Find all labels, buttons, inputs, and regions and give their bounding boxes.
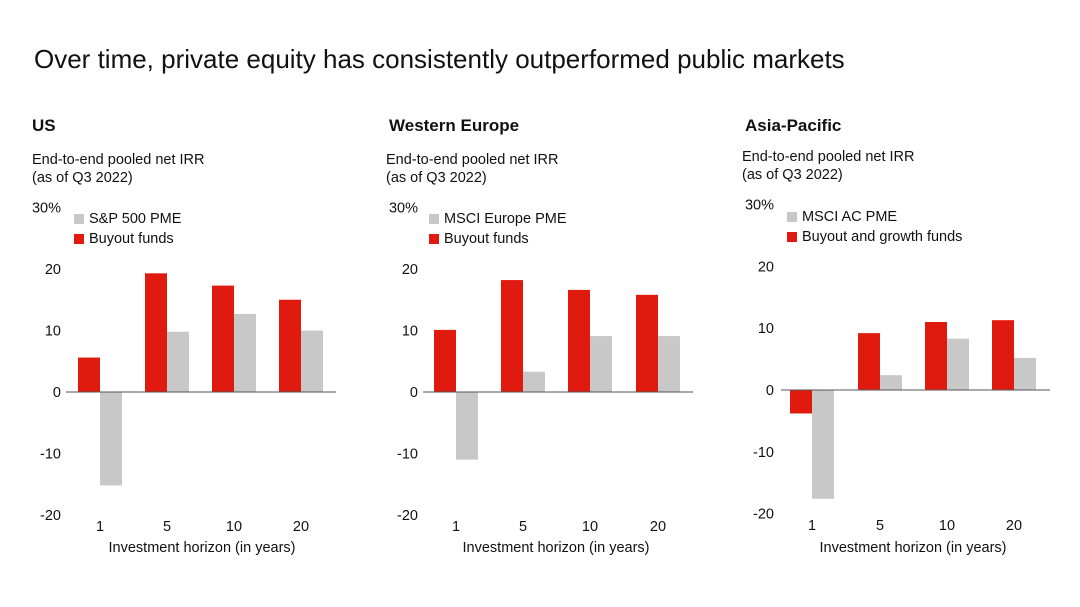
legend-item-buyout: Buyout and growth funds xyxy=(787,227,962,247)
x-tick-label: 20 xyxy=(1006,518,1022,534)
legend-label-buyout: Buyout funds xyxy=(444,231,529,247)
subtitle-line-1: End-to-end pooled net IRR xyxy=(742,149,915,165)
page-title: Over time, private equity has consistent… xyxy=(34,44,845,74)
bar-buyout xyxy=(790,390,812,414)
legend-label-pme: S&P 500 PME xyxy=(89,211,182,227)
subtitle-line-1: End-to-end pooled net IRR xyxy=(32,152,205,168)
y-tick-label: -20 xyxy=(40,508,61,524)
y-tick-label: 0 xyxy=(766,383,774,399)
y-tick-label: -20 xyxy=(753,507,774,523)
y-tick-label: 10 xyxy=(45,324,61,340)
y-tick-label: -10 xyxy=(753,445,774,461)
panel-subtitle: End-to-end pooled net IRR (as of Q3 2022… xyxy=(32,151,205,187)
bar-buyout xyxy=(992,320,1014,390)
legend: MSCI AC PME Buyout and growth funds xyxy=(787,207,962,247)
bar-buyout xyxy=(925,322,947,390)
bar-buyout xyxy=(434,329,456,392)
bar-buyout xyxy=(212,285,234,392)
legend-swatch-pme xyxy=(74,214,84,224)
legend-swatch-buyout xyxy=(429,234,439,244)
panel-subtitle: End-to-end pooled net IRR (as of Q3 2022… xyxy=(742,148,915,184)
y-tick-label: 10 xyxy=(402,324,418,340)
legend-swatch-pme xyxy=(787,212,797,222)
legend-label-buyout: Buyout and growth funds xyxy=(802,229,963,245)
chart-panel-western-europe: Western Europe End-to-end pooled net IRR… xyxy=(357,0,697,607)
bar-pme xyxy=(456,392,478,460)
bar-buyout xyxy=(78,357,100,392)
legend-item-pme: S&P 500 PME xyxy=(74,209,181,229)
chart-panel-asia-pacific: Asia-Pacific End-to-end pooled net IRR (… xyxy=(713,0,1053,607)
x-tick-label: 1 xyxy=(808,518,816,534)
y-tick-label: 20 xyxy=(402,262,418,278)
panel-title: Western Europe xyxy=(389,116,520,135)
legend: MSCI Europe PME Buyout funds xyxy=(429,209,567,249)
legend-item-buyout: Buyout funds xyxy=(429,229,567,249)
bar-buyout xyxy=(636,294,658,392)
x-tick-label: 20 xyxy=(650,519,666,535)
x-axis-title: Investment horizon (in years) xyxy=(463,540,650,556)
x-tick-label: 1 xyxy=(452,519,460,535)
legend-item-pme: MSCI AC PME xyxy=(787,207,962,227)
legend-label-pme: MSCI AC PME xyxy=(802,209,898,225)
panel-title: Asia-Pacific xyxy=(745,116,842,135)
y-tick-label: 20 xyxy=(45,262,61,278)
x-axis-title: Investment horizon (in years) xyxy=(820,540,1007,556)
y-tick-label: 10 xyxy=(758,321,774,337)
y-tick-label: 30% xyxy=(389,201,418,217)
legend-label-pme: MSCI Europe PME xyxy=(444,211,567,227)
y-tick-label: 0 xyxy=(53,385,61,401)
x-tick-label: 5 xyxy=(163,519,171,535)
y-tick-label: 30% xyxy=(32,201,61,217)
subtitle-line-2: (as of Q3 2022) xyxy=(386,170,487,186)
bar-buyout xyxy=(858,333,880,390)
subtitle-line-2: (as of Q3 2022) xyxy=(742,167,843,183)
bar-pme xyxy=(301,330,323,392)
y-tick-label: -20 xyxy=(397,508,418,524)
x-axis-title: Investment horizon (in years) xyxy=(109,540,296,556)
bar-pme xyxy=(100,392,122,486)
panel-title: US xyxy=(32,116,56,135)
bar-pme xyxy=(658,336,680,392)
panel-subtitle: End-to-end pooled net IRR (as of Q3 2022… xyxy=(386,151,559,187)
subtitle-line-1: End-to-end pooled net IRR xyxy=(386,152,559,168)
subtitle-line-2: (as of Q3 2022) xyxy=(32,170,133,186)
bar-pme xyxy=(523,371,545,392)
bar-buyout xyxy=(568,289,590,392)
bar-pme xyxy=(880,375,902,390)
x-tick-label: 20 xyxy=(293,519,309,535)
bar-buyout xyxy=(279,299,301,392)
y-tick-label: 20 xyxy=(758,259,774,275)
bar-pme xyxy=(167,331,189,392)
bar-chart-us: 30% 20 10 0 -10 -20 1 5 10 20 Investment horizon (… xyxy=(32,201,336,556)
y-tick-label: 0 xyxy=(410,385,418,401)
chart-panel-us: US End-to-end pooled net IRR (as of Q3 2… xyxy=(0,0,340,607)
bar-pme xyxy=(947,338,969,390)
x-tick-label: 5 xyxy=(876,518,884,534)
bar-buyout xyxy=(145,273,167,392)
x-tick-label: 1 xyxy=(96,519,104,535)
bar-buyout xyxy=(501,280,523,392)
legend-swatch-pme xyxy=(429,214,439,224)
bar-pme xyxy=(812,390,834,499)
x-tick-label: 5 xyxy=(519,519,527,535)
bar-pme xyxy=(590,336,612,392)
x-tick-label: 10 xyxy=(939,518,955,534)
bar-pme xyxy=(1014,357,1036,390)
y-tick-label: -10 xyxy=(40,447,61,463)
y-tick-label: 30% xyxy=(745,198,774,214)
bar-chart-asia-pacific: 30% 20 10 0 -10 -20 1 5 10 20 Investment horizon (… xyxy=(745,198,1050,556)
x-tick-label: 10 xyxy=(226,519,242,535)
bar-pme xyxy=(234,313,256,392)
legend-item-buyout: Buyout funds xyxy=(74,229,181,249)
legend: S&P 500 PME Buyout funds xyxy=(74,209,181,249)
legend-item-pme: MSCI Europe PME xyxy=(429,209,567,229)
x-tick-label: 10 xyxy=(582,519,598,535)
legend-swatch-buyout xyxy=(787,232,797,242)
legend-label-buyout: Buyout funds xyxy=(89,231,174,247)
legend-swatch-buyout xyxy=(74,234,84,244)
y-tick-label: -10 xyxy=(397,447,418,463)
